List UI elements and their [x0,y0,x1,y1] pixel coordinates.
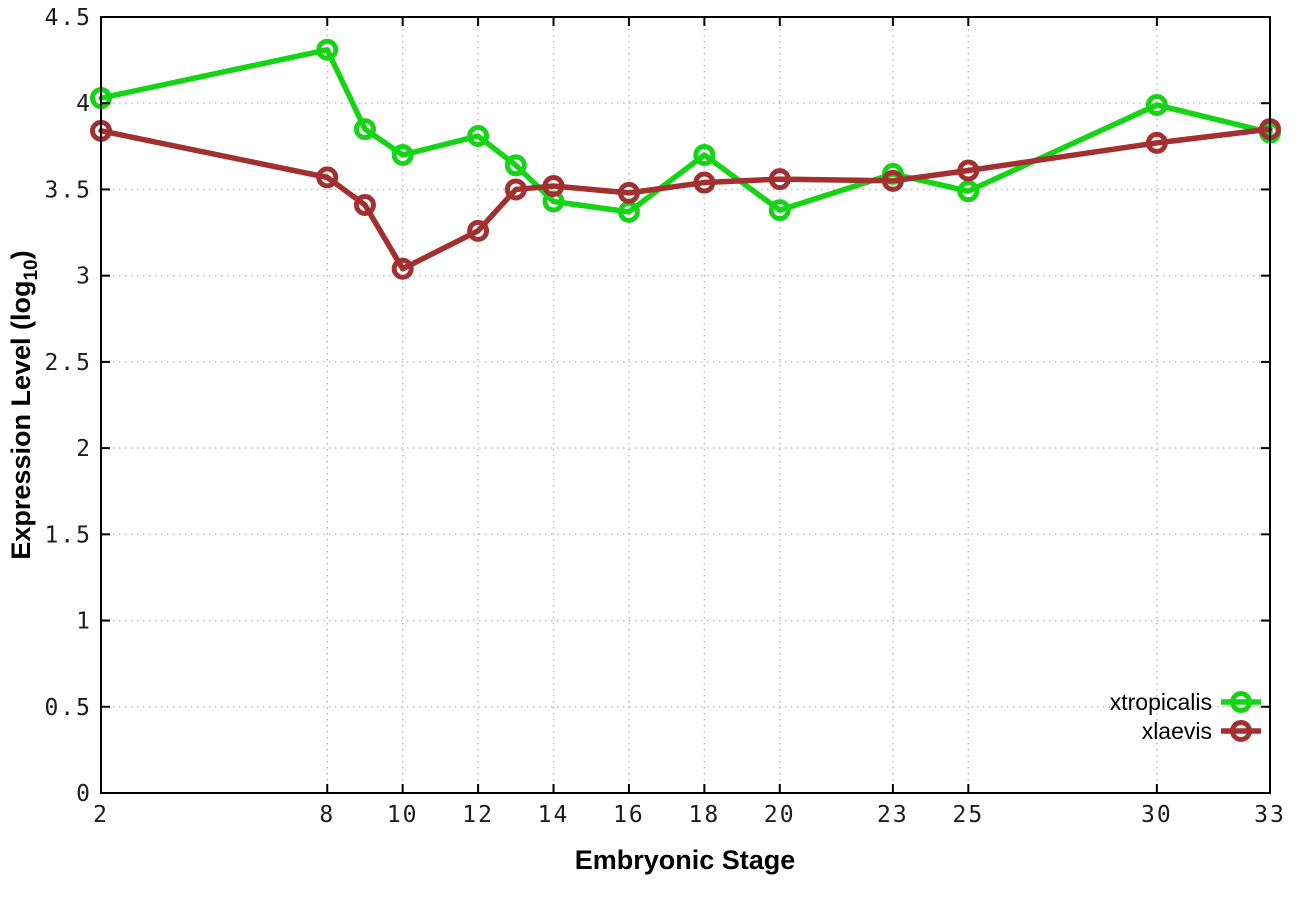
x-tick-label: 18 [689,802,721,828]
y-tick-label: 1.5 [44,522,92,548]
axes-border-layer [100,16,1271,794]
data-point-xlaevis [617,181,640,204]
x-tick-label: 8 [319,802,335,828]
y-axis-title: Expression Level (log10) [6,250,42,559]
x-tick-label: 2 [93,802,109,828]
data-point-xtropicalis [768,199,791,222]
legend-label-xlaevis: xlaevis [1142,718,1212,744]
y-axis-title-close-paren: ) [6,250,36,259]
data-point-xlaevis [504,178,527,201]
y-tick-label: 3.5 [44,177,92,203]
y-tick-label: 2 [76,436,92,462]
series-layer [90,38,1281,280]
y-axis-title-subscript: 10 [21,259,42,280]
data-point-xtropicalis [957,180,980,203]
data-point-xlaevis [693,171,716,194]
legend-sample-marker-xlaevis [1230,720,1252,742]
legend-sample-marker-xtropicalis [1230,691,1252,713]
data-point-xtropicalis [1145,93,1168,116]
x-tick-label: 30 [1141,802,1173,828]
data-point-xtropicalis [353,118,376,141]
data-point-xtropicalis [693,143,716,166]
data-point-xlaevis [768,168,791,191]
data-point-xtropicalis [504,154,527,177]
y-tick-label: 3 [76,264,92,290]
x-tick-label: 12 [462,802,494,828]
y-tick-label: 2.5 [44,350,92,376]
plot-border [100,16,1271,794]
legend-label-xtropicalis: xtropicalis [1110,689,1212,715]
y-tick-label: 1 [76,609,92,635]
data-point-xlaevis [391,257,414,280]
y-tick-label: 4 [76,91,92,117]
y-axis-title-main: Expression Level (log [6,281,36,560]
x-tick-label: 20 [764,802,796,828]
data-point-xlaevis [1145,131,1168,154]
legend-samples-layer [1221,691,1261,742]
data-point-xlaevis [467,219,490,242]
x-tick-label: 10 [387,802,419,828]
x-axis-title: Embryonic Stage [575,845,796,875]
y-tick-label: 0.5 [44,695,92,721]
y-tick-label: 4.5 [44,5,92,31]
data-point-xlaevis [542,174,565,197]
x-tick-label: 25 [952,802,984,828]
data-point-xlaevis [353,193,376,216]
tick-labels-layer: 2 8 10 12 14 16 18 20 23 25 30 33 0 0.5 1 1.5 2 2.5 3 3.5 4 4… [44,5,1286,828]
x-tick-label: 16 [613,802,645,828]
x-tick-label: 14 [538,802,570,828]
data-point-xlaevis [957,159,980,182]
data-point-xtropicalis [316,38,339,61]
series-line-xlaevis [98,126,1273,272]
tick-marks-layer [100,16,1271,794]
y-tick-label: 0 [76,781,92,807]
x-tick-label: 33 [1254,802,1286,828]
data-point-xlaevis [316,166,339,189]
data-point-xtropicalis [467,124,490,147]
data-point-xtropicalis [391,143,414,166]
data-point-xlaevis [881,169,904,192]
x-tick-label: 23 [877,802,909,828]
